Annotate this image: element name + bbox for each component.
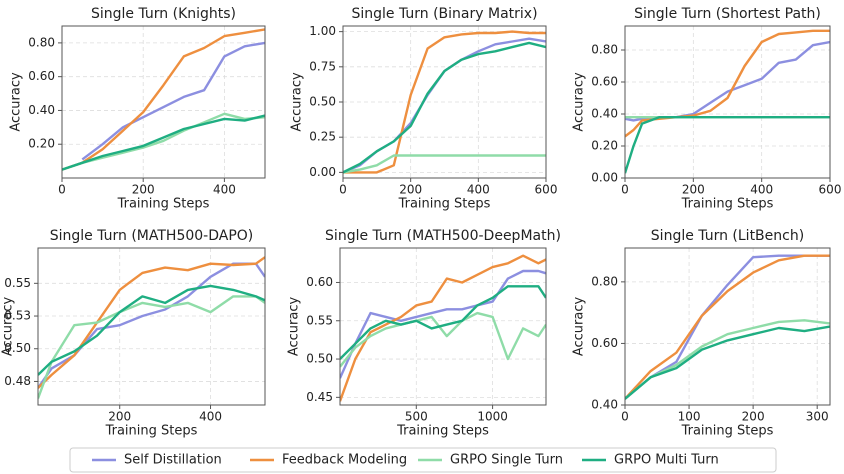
y-tick-label: 0.40 <box>591 107 618 121</box>
series-line <box>343 41 546 174</box>
chart-title: Single Turn (Binary Matrix) <box>351 6 537 22</box>
plot-frame <box>61 25 266 179</box>
y-tick-label: 0.40 <box>591 398 618 412</box>
chart-title: Single Turn (MATH500-DAPO) <box>50 228 254 244</box>
x-axis-label: Training Steps <box>396 424 489 439</box>
y-tick-label: 0.53 <box>4 309 31 323</box>
x-tick-label: 200 <box>132 183 155 197</box>
y-tick-label: 0.60 <box>28 69 55 83</box>
chart-title: Single Turn (Knights) <box>91 6 236 22</box>
chart-title: Single Turn (Shortest Path) <box>634 6 821 22</box>
y-tick-label: 0.45 <box>306 390 333 404</box>
y-tick-label: 0.40 <box>28 103 55 117</box>
x-tick-label: 1000 <box>477 410 508 424</box>
series-line <box>625 254 830 400</box>
x-tick-label: 400 <box>213 183 236 197</box>
series-line <box>81 41 265 161</box>
y-tick-label: 0.55 <box>306 313 333 327</box>
y-tick-label: 0.48 <box>4 374 31 388</box>
series-line <box>38 256 265 389</box>
x-tick-label: 400 <box>467 183 490 197</box>
y-tick-label: 0.80 <box>28 35 55 49</box>
chart-title: Single Turn (MATH500-DeepMath) <box>325 228 561 244</box>
y-tick-label: 0.20 <box>591 139 618 153</box>
x-tick-label: 200 <box>399 183 422 197</box>
x-axis-label: Training Steps <box>681 424 774 439</box>
series-line <box>343 154 546 174</box>
y-tick-label: 0.75 <box>309 59 336 73</box>
y-tick-label: 0.50 <box>306 352 333 366</box>
x-tick-label: 0 <box>621 410 629 424</box>
x-tick-label: 0 <box>58 183 66 197</box>
x-tick-label: 100 <box>678 410 701 424</box>
x-tick-label: 500 <box>405 410 428 424</box>
x-tick-label: 400 <box>750 183 773 197</box>
x-tick-label: 400 <box>199 410 222 424</box>
x-axis-label: Training Steps <box>117 197 210 212</box>
y-axis-label: Accuracy <box>9 72 24 132</box>
series-line <box>625 116 830 174</box>
series-line <box>340 285 546 360</box>
x-axis-label: Training Steps <box>105 424 198 439</box>
series-line <box>38 295 265 399</box>
plot-frame <box>624 247 831 406</box>
series-line <box>340 269 546 379</box>
chart-title: Single Turn (LitBench) <box>651 228 804 244</box>
plot-frame <box>624 25 831 179</box>
legend-label: GRPO Multi Turn <box>614 453 719 468</box>
plot-frame <box>342 25 547 179</box>
legend-label: GRPO Single Turn <box>450 453 563 468</box>
x-tick-label: 200 <box>108 410 131 424</box>
y-tick-label: 1.00 <box>309 24 336 38</box>
y-axis-label: Accuracy <box>290 72 305 132</box>
series-line <box>625 40 830 122</box>
legend-label: Feedback Modeling <box>282 453 407 468</box>
series-line <box>340 311 546 368</box>
x-tick-label: 600 <box>535 183 558 197</box>
y-axis-label: Accuracy <box>572 72 587 132</box>
series-line <box>343 30 546 174</box>
y-tick-label: 0.50 <box>309 95 336 109</box>
y-tick-label: 0.50 <box>4 341 31 355</box>
x-tick-label: 600 <box>819 183 842 197</box>
legend-label: Self Distillation <box>124 453 222 468</box>
series-line <box>62 112 265 171</box>
y-tick-label: 0.00 <box>591 171 618 185</box>
y-tick-label: 0.60 <box>591 336 618 350</box>
series-line <box>625 319 830 400</box>
y-tick-label: 0.25 <box>309 130 336 144</box>
series-line <box>38 284 265 376</box>
y-tick-label: 0.80 <box>591 43 618 57</box>
y-axis-label: Accuracy <box>1 297 16 357</box>
series-line <box>625 29 830 138</box>
x-tick-label: 0 <box>621 183 629 197</box>
x-tick-label: 200 <box>742 410 765 424</box>
series-line <box>62 28 265 171</box>
y-tick-label: 0.55 <box>4 276 31 290</box>
x-axis-label: Training Steps <box>681 197 774 212</box>
x-tick-label: 300 <box>806 410 829 424</box>
y-tick-label: 0.00 <box>309 165 336 179</box>
series-line <box>340 254 546 402</box>
series-line <box>62 114 265 171</box>
series-line <box>625 325 830 400</box>
series-line <box>38 262 265 389</box>
x-axis-label: Training Steps <box>398 197 491 212</box>
x-tick-label: 200 <box>682 183 705 197</box>
x-tick-label: 0 <box>339 183 347 197</box>
plot-frame <box>339 247 547 406</box>
y-axis-label: Accuracy <box>572 297 587 357</box>
y-tick-label: 0.60 <box>306 275 333 289</box>
y-axis-label: Accuracy <box>287 297 302 357</box>
y-tick-label: 0.80 <box>591 274 618 288</box>
y-tick-label: 0.60 <box>591 75 618 89</box>
y-tick-label: 0.20 <box>28 137 55 151</box>
plot-frame <box>37 247 266 406</box>
series-line <box>625 254 830 400</box>
